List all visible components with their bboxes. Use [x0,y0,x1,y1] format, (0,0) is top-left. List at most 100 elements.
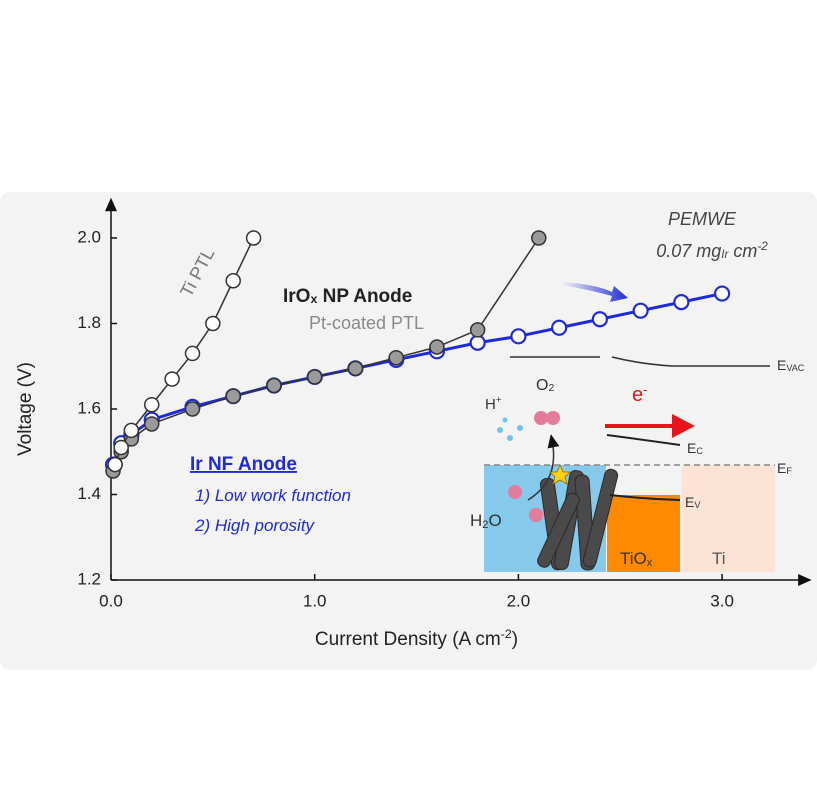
text-segment: O [488,511,501,530]
annotation: 0.07 mgIr cm-2 [656,240,768,261]
text-segment: PEMWE [668,209,737,229]
data-point [531,230,547,246]
y-tick-label: 1.8 [77,313,101,332]
conduction-band [606,434,681,446]
text-segment: Ir NF Anode [190,454,297,475]
annotation: Ir NF Anode [190,454,297,475]
data-point [107,456,123,473]
text-segment: 2) High porosity [194,516,316,535]
ti-layer [682,465,775,572]
text-segment: 0.07 mg [656,241,721,261]
electron-arrow [605,414,695,438]
data-point [113,439,129,456]
text-segment: Ir [721,248,729,261]
text-segment: 2 [482,519,488,531]
data-point [143,396,160,413]
data-point [673,294,690,311]
data-point [184,401,201,417]
annotation: EV [685,494,701,510]
text-segment: + [496,395,502,406]
data-point [184,345,201,362]
annotation: PEMWE [668,209,737,229]
data-point [143,416,160,432]
vacuum-level [510,356,770,367]
data-point [429,339,445,355]
x-tick-label: 3.0 [710,591,734,610]
text-segment: e [632,384,643,406]
reaction-arrow [527,434,560,501]
text-segment: 2 [548,383,554,394]
data-point [388,349,404,366]
data-point [266,377,282,394]
nanofibers [537,468,619,571]
data-point [123,422,140,439]
data-point [591,311,608,328]
active-site [549,463,571,485]
text-segment: x [647,557,653,569]
text-segment: F [786,466,792,476]
data-point [510,328,527,345]
annotation: H2O [470,511,502,530]
text-segment: TiO [620,549,647,568]
y-axis-label: Voltage (V) [15,362,36,456]
x-tick-label: 0.0 [99,591,123,610]
text-segment: - [643,382,647,397]
text-segment: V [694,500,701,510]
band-diagram [484,282,775,572]
text-segment: E [777,460,786,476]
text-segment: ) [512,629,518,650]
x-tick-label: 2.0 [507,591,531,610]
y-tick-label: 1.4 [77,484,101,503]
data-point [205,315,221,332]
data-point [551,319,568,336]
x-tick-label: 1.0 [303,591,327,610]
text-segment: H [485,396,496,413]
data-point [347,360,364,377]
text-segment: VAC [786,363,804,373]
annotation: EC [687,440,703,456]
annotation: Pt-coated PTL [309,313,424,333]
text-segment: IrO [283,286,310,307]
text-segment: NP Anode [317,286,412,307]
annotation: EVAC [777,357,805,373]
annotation: 1) Low work function [195,486,351,505]
text-segment: C [696,446,703,456]
annotation: IrOx NP Anode [283,286,412,307]
data-point [632,302,649,319]
data-point [164,371,180,387]
x-axis-label: Current Density (A cm-2) [315,627,518,650]
annotation: e- [632,382,647,407]
trend-arrow [562,282,628,302]
tiox-layer [607,495,680,572]
data-point [225,273,241,289]
annotation: Ti [712,549,726,568]
text-segment: E [777,357,786,373]
data-point [713,285,731,302]
y-tick-label: 2.0 [77,227,101,246]
annotation: EF [777,460,792,476]
y-tick-label: 1.6 [77,398,101,417]
text-segment: 1) Low work function [195,486,351,505]
text-segment: Current Density (A cm [315,629,501,650]
y-tick-label: 1.2 [77,569,101,588]
annotation: O2 [536,377,554,394]
text-segment: Ti [712,549,726,568]
text-segment: -2 [501,627,512,641]
text-segment: Pt-coated PTL [309,313,424,333]
text-segment: O [536,377,548,394]
valence-band [609,494,681,501]
text-segment: cm [728,241,757,261]
data-point [306,369,323,385]
text-segment: x [310,292,317,306]
data-point [469,334,486,351]
text-segment: E [685,494,694,510]
bubbles [497,411,560,522]
text-segment: H [470,511,482,530]
text-segment: -2 [757,240,768,253]
data-point [469,322,486,338]
text-segment: E [687,440,696,456]
data-point [245,230,262,246]
data-point [225,388,241,404]
annotation: 2) High porosity [194,516,316,535]
